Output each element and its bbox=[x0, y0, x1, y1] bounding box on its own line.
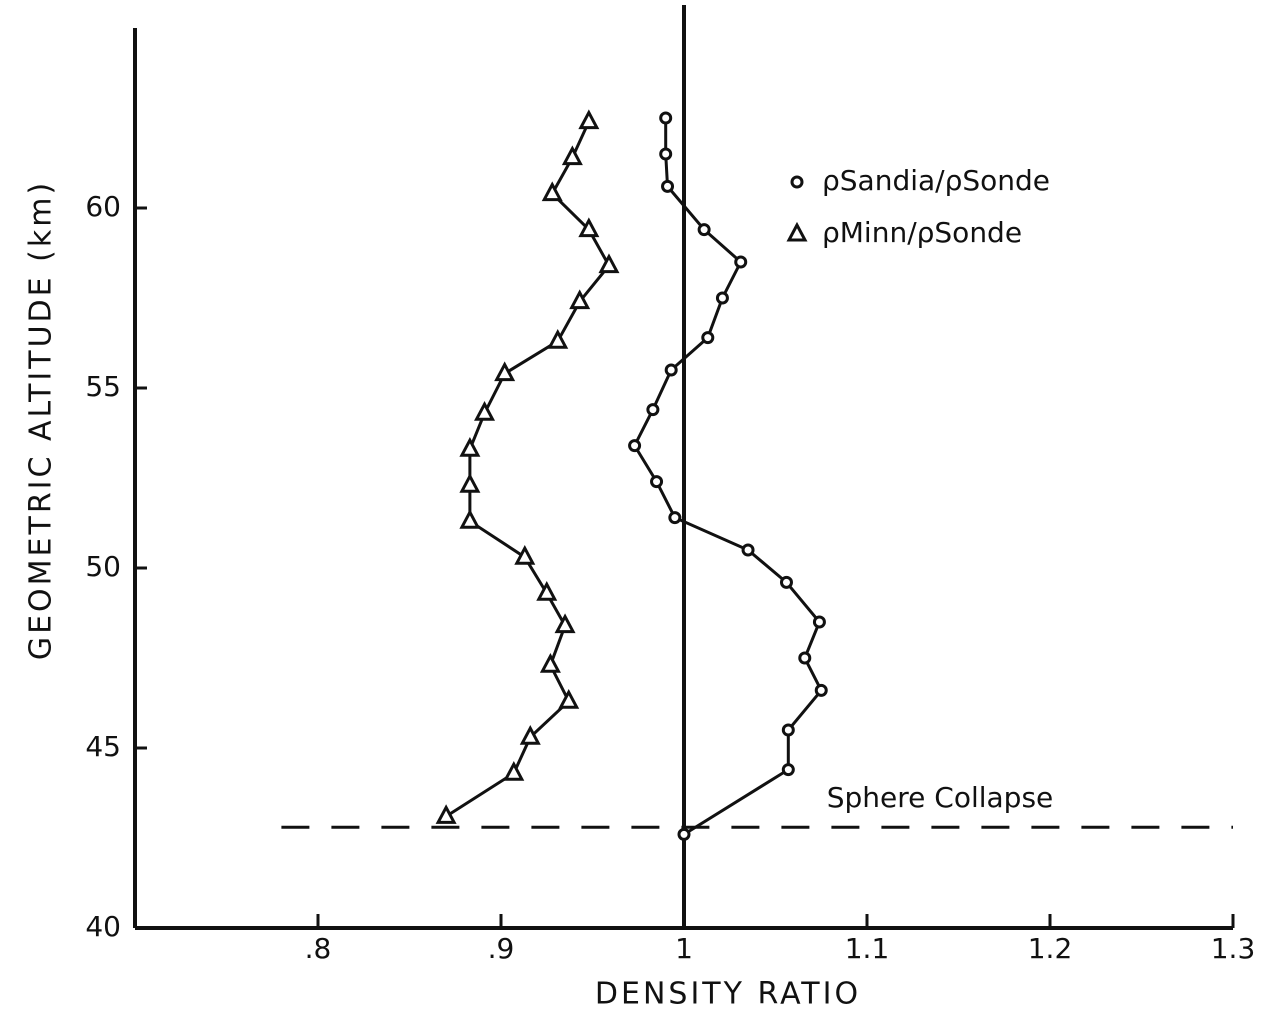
data-point bbox=[474, 401, 496, 421]
x-tick-label: 1.1 bbox=[845, 932, 890, 965]
data-point bbox=[494, 361, 516, 382]
data-point bbox=[781, 723, 795, 737]
data-point bbox=[677, 827, 691, 841]
x-axis-title: DENSITY RATIO bbox=[595, 977, 861, 1012]
data-point bbox=[701, 331, 715, 345]
data-point bbox=[659, 111, 673, 125]
data-point bbox=[459, 509, 481, 529]
legend-marker bbox=[786, 221, 808, 242]
data-point bbox=[547, 329, 569, 349]
y-axis-title: GEOMETRIC ALTITUDE (km) bbox=[24, 180, 59, 660]
data-point bbox=[578, 109, 600, 130]
data-point bbox=[697, 223, 711, 237]
data-point bbox=[598, 253, 620, 274]
data-point bbox=[668, 511, 682, 525]
legend-label: ρMinn/ρSonde bbox=[822, 216, 1022, 249]
data-point bbox=[650, 475, 664, 489]
data-point bbox=[659, 147, 673, 161]
data-point bbox=[715, 291, 729, 305]
data-point bbox=[646, 403, 660, 417]
data-point bbox=[814, 683, 828, 697]
data-point bbox=[661, 179, 675, 193]
x-tick-label: .9 bbox=[488, 932, 515, 965]
data-point bbox=[734, 255, 748, 269]
data-point bbox=[539, 653, 561, 673]
data-point bbox=[503, 761, 525, 781]
data-point bbox=[514, 545, 536, 565]
data-point bbox=[459, 437, 481, 457]
data-point bbox=[519, 725, 541, 745]
data-point bbox=[664, 363, 678, 377]
x-tick-label: 1.3 bbox=[1211, 932, 1256, 965]
y-tick-label: 55 bbox=[85, 370, 121, 403]
legend-label: ρSandia/ρSonde bbox=[822, 164, 1050, 197]
data-point bbox=[554, 613, 576, 634]
data-point bbox=[561, 145, 583, 166]
y-tick-label: 60 bbox=[85, 190, 121, 223]
x-tick-label: 1 bbox=[675, 932, 693, 965]
data-point bbox=[558, 689, 580, 709]
data-point bbox=[812, 615, 826, 629]
data-point bbox=[741, 543, 755, 557]
data-point bbox=[798, 651, 812, 665]
y-tick-label: 40 bbox=[85, 910, 121, 943]
data-point bbox=[459, 473, 481, 493]
legend-marker bbox=[790, 175, 804, 189]
data-point bbox=[578, 217, 600, 238]
data-point bbox=[435, 804, 457, 824]
y-tick-label: 45 bbox=[85, 730, 121, 763]
annotation: Sphere Collapse bbox=[827, 781, 1054, 814]
y-tick-label: 50 bbox=[85, 550, 121, 583]
data-point bbox=[628, 439, 642, 453]
data-point bbox=[779, 575, 793, 589]
data-point bbox=[541, 181, 563, 202]
x-tick-label: .8 bbox=[305, 932, 332, 965]
data-point bbox=[781, 763, 795, 777]
data-point bbox=[536, 581, 558, 601]
x-tick-label: 1.2 bbox=[1028, 932, 1073, 965]
data-point bbox=[569, 289, 591, 310]
